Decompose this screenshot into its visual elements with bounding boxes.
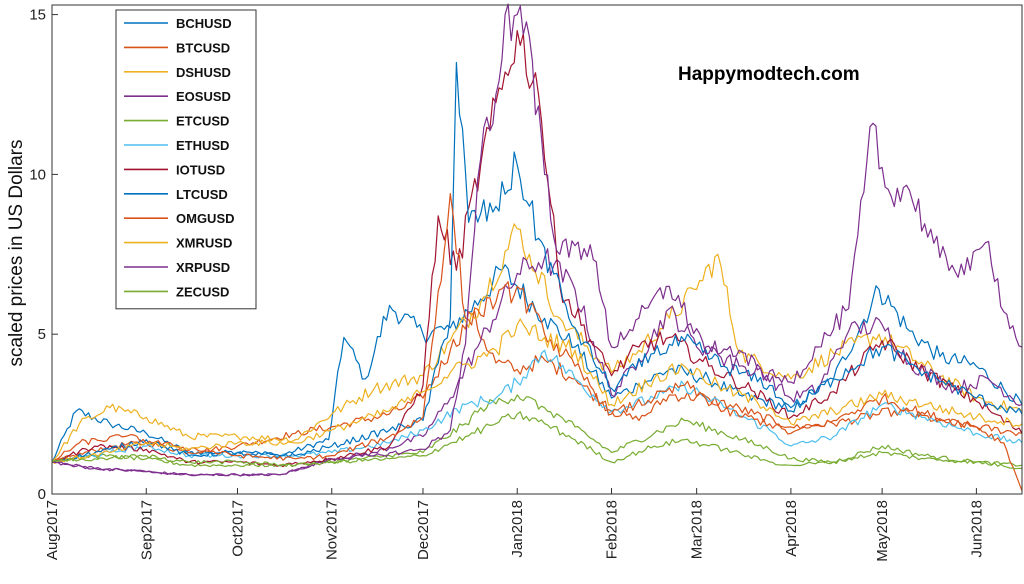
y-axis-label: scaled prices in US Dollars bbox=[6, 139, 27, 366]
x-tick-label: Sep2017 bbox=[138, 500, 155, 560]
legend-label-zecusd: ZECUSD bbox=[176, 284, 229, 299]
series-line-xrpusd bbox=[51, 3, 1023, 477]
x-tick-label: Aug2017 bbox=[44, 500, 61, 560]
series-line-ethusd bbox=[51, 349, 1023, 463]
series-line-ltcusd bbox=[51, 61, 1023, 463]
series-line-eosusd bbox=[51, 248, 1023, 477]
legend-label-xmrusd: XMRUSD bbox=[176, 236, 232, 251]
x-tick-label: Mar2018 bbox=[689, 500, 706, 559]
x-tick-label: Feb2018 bbox=[603, 500, 620, 559]
legend-label-ethusd: ETHUSD bbox=[176, 138, 229, 153]
x-tick-label: Jun2018 bbox=[968, 500, 985, 558]
series-line-btcusd bbox=[51, 310, 1023, 463]
series-line-bchusd bbox=[51, 264, 1023, 463]
x-axis: Aug2017 Sep2017 Oct2017 Nov2017 Dec2017 Jan20… bbox=[44, 488, 985, 562]
legend: BCHUSD BTCUSD DSHUSD EOSUSD ETCUSD ETHUSD IOTU… bbox=[115, 9, 257, 310]
watermark-text: Happymodtech.com bbox=[678, 64, 860, 85]
x-tick-label: Dec2017 bbox=[415, 500, 432, 560]
legend-label-btcusd: BTCUSD bbox=[176, 40, 230, 55]
y-tick-label: 5 bbox=[38, 326, 46, 343]
x-tick-label: Nov2017 bbox=[324, 500, 341, 560]
legend-label-iotusd: IOTUSD bbox=[176, 162, 225, 177]
series-line-etcusd bbox=[51, 394, 1023, 468]
plot-lines bbox=[51, 3, 1023, 492]
x-tick-label: Jan2018 bbox=[509, 500, 526, 558]
legend-label-etcusd: ETCUSD bbox=[176, 114, 229, 129]
series-line-omgusd bbox=[51, 193, 1023, 492]
series-line-xmrusd bbox=[51, 318, 1023, 464]
plot-frame bbox=[51, 4, 1023, 495]
y-tick-label: 10 bbox=[29, 166, 46, 183]
x-tick-label: Oct2017 bbox=[229, 500, 246, 557]
y-axis: 0 5 10 15 bbox=[29, 7, 58, 503]
series-line-zecusd bbox=[51, 411, 1023, 470]
x-tick-label: Apr2018 bbox=[783, 500, 800, 557]
legend-label-dshusd: DSHUSD bbox=[176, 65, 231, 80]
y-tick-label: 15 bbox=[29, 7, 46, 24]
legend-label-bchusd: BCHUSD bbox=[176, 16, 232, 31]
legend-label-omgusd: OMGUSD bbox=[176, 211, 235, 226]
legend-label-ltcusd: LTCUSD bbox=[176, 187, 228, 202]
y-tick-label: 0 bbox=[38, 486, 46, 503]
legend-label-xrpusd: XRPUSD bbox=[176, 260, 230, 275]
x-tick-label: May2018 bbox=[874, 500, 891, 562]
legend-label-eosusd: EOSUSD bbox=[176, 89, 231, 104]
series-line-dshusd bbox=[51, 223, 1023, 463]
legend-box bbox=[115, 9, 257, 310]
